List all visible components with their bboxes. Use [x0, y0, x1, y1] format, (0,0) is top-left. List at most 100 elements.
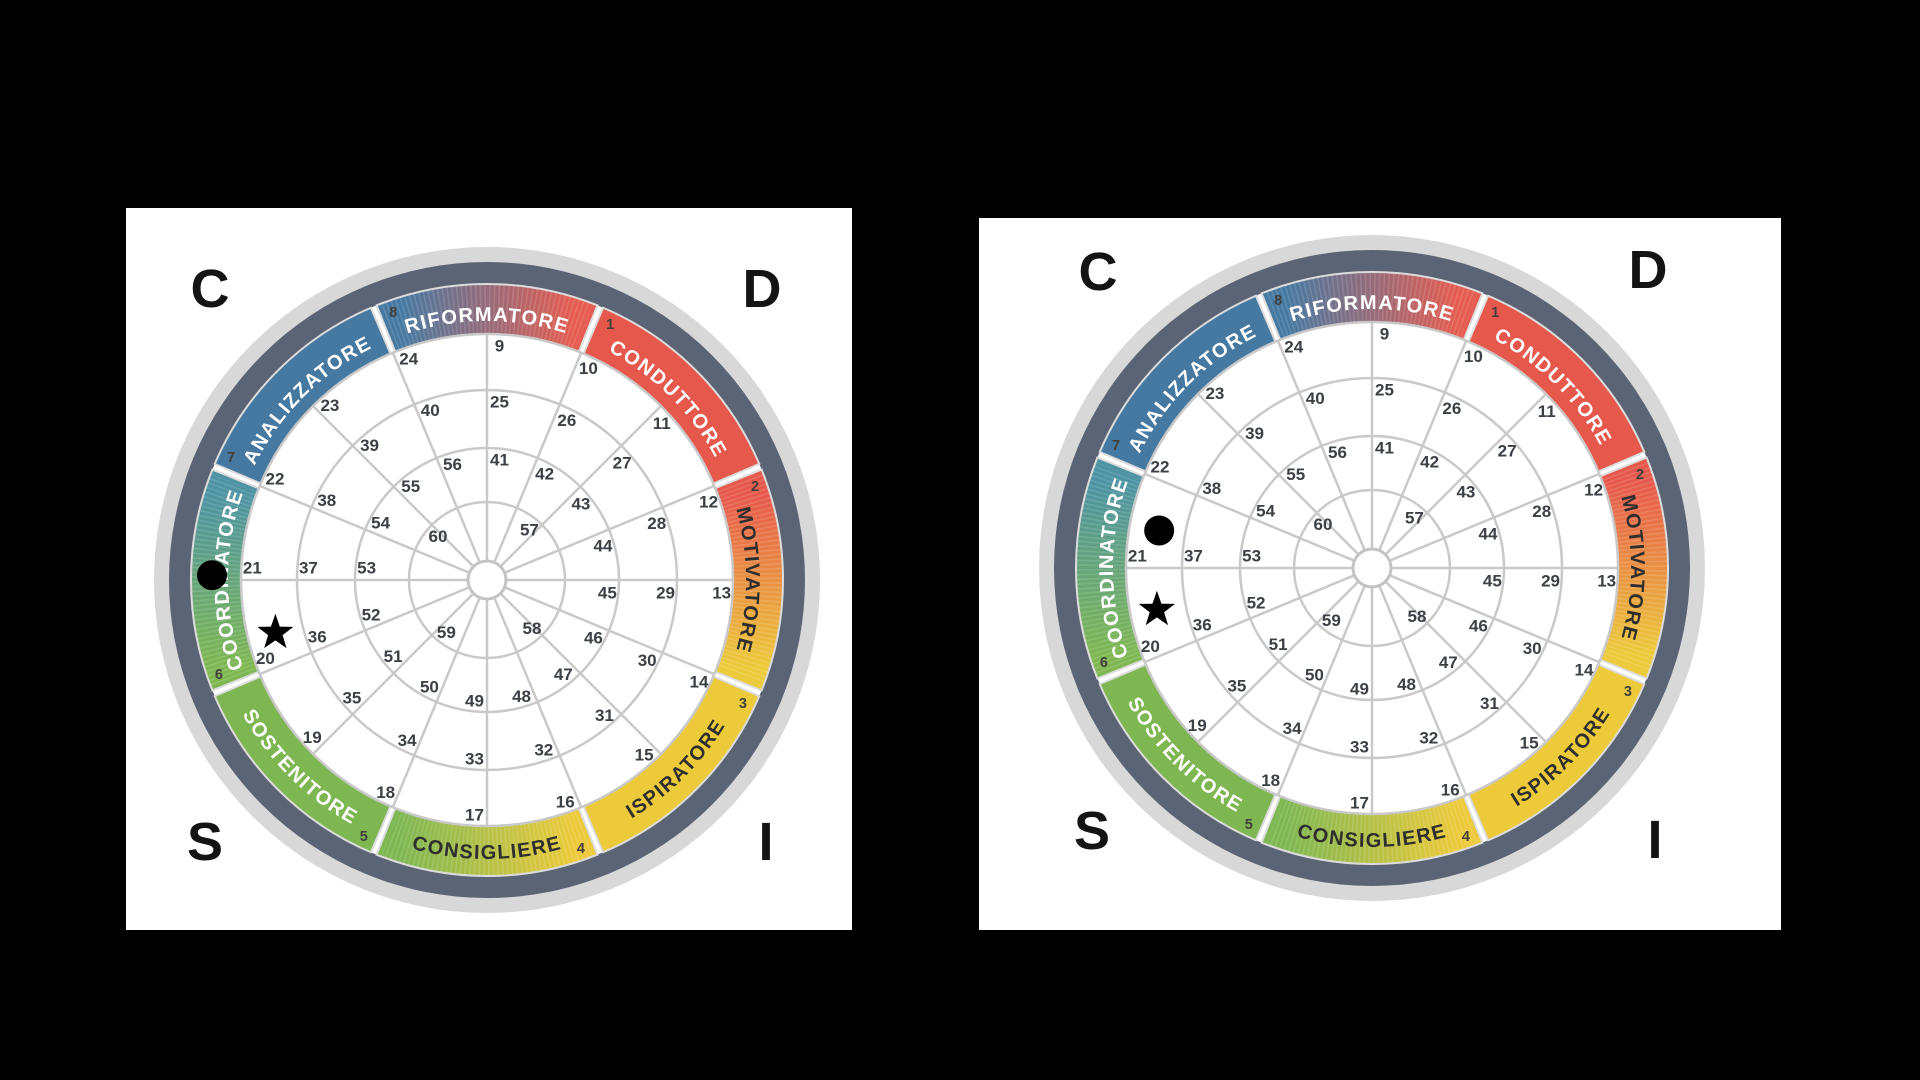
marker-dot [1144, 515, 1175, 546]
cell-number-48: 48 [512, 687, 531, 706]
radial-grid-line [1144, 574, 1355, 664]
cell-number-15: 15 [635, 746, 654, 765]
cell-number-55: 55 [1286, 465, 1305, 484]
radial-grid-line [259, 586, 470, 676]
cell-number-52: 52 [1247, 593, 1266, 612]
cell-number-58: 58 [523, 619, 542, 638]
segment-number-7: 7 [227, 450, 235, 466]
cell-number-32: 32 [534, 741, 553, 760]
cell-number-20: 20 [256, 649, 275, 668]
cell-number-40: 40 [421, 401, 440, 420]
cell-number-41: 41 [490, 451, 509, 470]
cell-number-13: 13 [712, 583, 731, 602]
center-circle [466, 559, 508, 601]
cell-number-45: 45 [598, 583, 617, 602]
cell-number-57: 57 [1405, 508, 1424, 527]
radial-grid-line [391, 352, 481, 563]
cell-number-55: 55 [401, 477, 420, 496]
cell-number-27: 27 [613, 454, 632, 473]
cell-number-27: 27 [1498, 442, 1517, 461]
cell-number-49: 49 [465, 691, 484, 710]
cell-number-44: 44 [1479, 524, 1498, 543]
cell-number-39: 39 [1245, 424, 1264, 443]
corner-letter-top-left: C [1078, 242, 1118, 302]
segment-number-8: 8 [1274, 293, 1282, 309]
cell-number-52: 52 [362, 605, 381, 624]
cell-number-51: 51 [1269, 635, 1288, 654]
cell-number-18: 18 [1261, 771, 1280, 790]
cell-number-9: 9 [1380, 324, 1389, 343]
segment-number-1: 1 [1491, 305, 1499, 321]
center-circle [1351, 547, 1393, 589]
radial-grid-line [1197, 393, 1360, 556]
cell-number-40: 40 [1306, 389, 1325, 408]
corner-letter-bottom-right: I [1647, 810, 1663, 870]
cell-number-12: 12 [1584, 481, 1603, 500]
cell-number-50: 50 [420, 677, 439, 696]
cell-number-22: 22 [266, 470, 285, 489]
radial-grid-line [504, 484, 715, 574]
cell-number-23: 23 [320, 396, 339, 415]
cell-number-43: 43 [1456, 483, 1475, 502]
cell-number-21: 21 [243, 558, 262, 577]
cell-number-56: 56 [1328, 443, 1347, 462]
corner-letter-top-right: D [1628, 240, 1668, 300]
corner-letter-bottom-left: S [186, 812, 224, 872]
cell-number-37: 37 [299, 558, 318, 577]
cell-number-17: 17 [1350, 794, 1369, 813]
radial-grid-line [312, 592, 475, 755]
cell-number-24: 24 [1284, 337, 1303, 356]
marker-dot [196, 560, 227, 591]
cell-number-35: 35 [342, 688, 361, 707]
cell-number-23: 23 [1205, 384, 1224, 403]
cell-number-53: 53 [357, 558, 376, 577]
segment-number-6: 6 [1100, 655, 1108, 671]
cell-number-48: 48 [1397, 675, 1416, 694]
cell-number-32: 32 [1419, 729, 1438, 748]
corner-letter-bottom-left: S [1073, 801, 1111, 861]
cell-number-17: 17 [465, 806, 484, 825]
right-wheel-panel: C D S I RIFORMATORE 8 CONDUTTORE 1 MOTIVATOR… [979, 218, 1781, 930]
cell-number-25: 25 [490, 392, 509, 411]
cell-number-25: 25 [1375, 380, 1394, 399]
radial-grid-line [1276, 585, 1366, 796]
radial-grid-line [493, 352, 583, 563]
segment-number-5: 5 [360, 829, 368, 845]
cell-number-58: 58 [1408, 607, 1427, 626]
segment-number-6: 6 [215, 667, 223, 683]
radial-grid-line [259, 484, 470, 574]
cell-number-41: 41 [1375, 439, 1394, 458]
corner-letter-top-right: D [742, 259, 782, 319]
radial-grid-line [1384, 580, 1547, 743]
cell-number-14: 14 [690, 672, 709, 691]
cell-number-12: 12 [699, 493, 718, 512]
cell-number-51: 51 [384, 647, 403, 666]
cell-number-24: 24 [399, 349, 418, 368]
cell-number-44: 44 [594, 536, 613, 555]
corner-letter-top-left: C [190, 259, 230, 319]
segment-number-5: 5 [1245, 817, 1253, 833]
cell-number-26: 26 [1442, 399, 1461, 418]
cell-number-11: 11 [1538, 402, 1556, 421]
segment-number-7: 7 [1112, 438, 1120, 454]
cell-number-59: 59 [1322, 611, 1341, 630]
radial-grid-line [1276, 340, 1366, 551]
cell-number-60: 60 [1313, 515, 1332, 534]
radial-grid-line [1389, 574, 1600, 664]
disc-wheel-left: RIFORMATORE8CONDUTTORE1MOTIVATORE2ISPIRA… [154, 247, 820, 913]
cell-number-50: 50 [1305, 665, 1324, 684]
segment-number-2: 2 [1636, 467, 1644, 483]
marker-star [1138, 590, 1175, 626]
cell-number-22: 22 [1151, 458, 1170, 477]
cell-number-36: 36 [1193, 616, 1212, 635]
cell-number-38: 38 [1202, 479, 1221, 498]
cell-number-19: 19 [303, 728, 322, 747]
radial-grid-line [1389, 472, 1600, 562]
segment-number-4: 4 [1462, 829, 1470, 845]
cell-number-53: 53 [1242, 546, 1261, 565]
cell-number-46: 46 [584, 629, 603, 648]
cell-number-31: 31 [1480, 694, 1499, 713]
cell-number-28: 28 [647, 514, 666, 533]
radial-grid-line [1378, 585, 1468, 796]
cell-number-60: 60 [428, 527, 447, 546]
